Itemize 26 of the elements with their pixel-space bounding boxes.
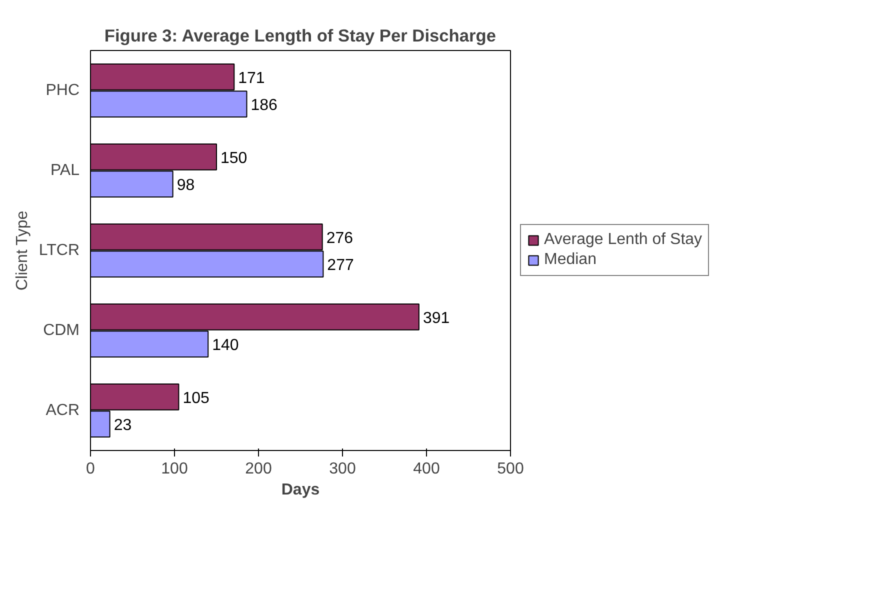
y-tick-label: PAL xyxy=(50,162,80,179)
x-axis-title: Days xyxy=(281,482,320,498)
data-label: 98 xyxy=(176,177,195,194)
x-tick-label: 400 xyxy=(413,460,440,478)
data-label: 23 xyxy=(114,417,132,434)
y-tick-label: PHC xyxy=(46,82,80,99)
y-axis-title: Client Type xyxy=(14,210,31,291)
x-tick-label: 500 xyxy=(497,460,524,478)
y-tick-label: CDM xyxy=(43,322,80,339)
data-label: 105 xyxy=(182,390,210,407)
data-label: 276 xyxy=(326,230,354,247)
data-label: 140 xyxy=(212,337,239,354)
x-tick-label: 0 xyxy=(86,460,96,478)
x-tick-label: 100 xyxy=(161,460,188,478)
data-label: 391 xyxy=(422,310,450,327)
legend-label: Median xyxy=(544,251,596,269)
data-label: 171 xyxy=(238,70,265,87)
data-label: 277 xyxy=(327,257,354,274)
data-label: 150 xyxy=(220,150,248,167)
chart-title: Figure 3: Average Length of Stay Per Discharge xyxy=(104,26,496,46)
y-tick-label: ACR xyxy=(46,402,80,419)
x-tick-label: 200 xyxy=(245,460,272,478)
y-tick-label: LTCR xyxy=(38,242,80,259)
x-tick-label: 300 xyxy=(329,460,356,478)
data-label: 186 xyxy=(250,97,278,114)
legend-label: Average Lenth of Stay xyxy=(544,231,702,249)
